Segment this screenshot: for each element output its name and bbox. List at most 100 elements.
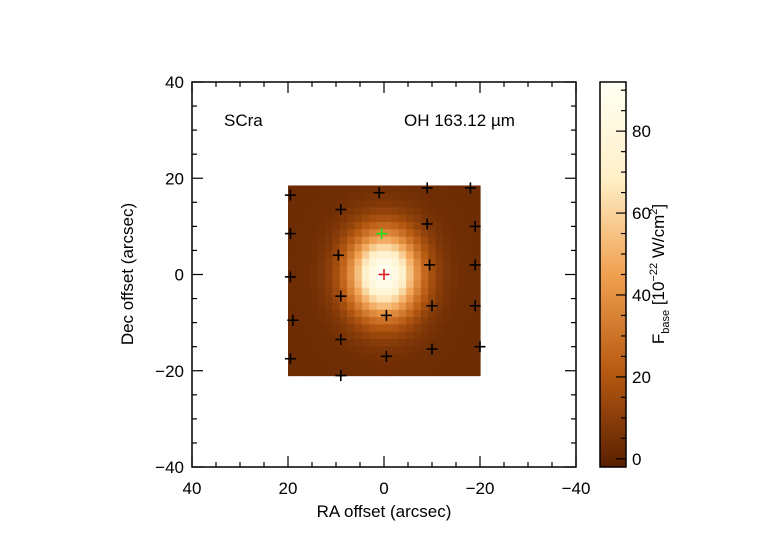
map-pixel [420, 280, 429, 289]
map-pixel [398, 331, 407, 340]
spaxel-marker [421, 218, 433, 230]
map-pixel [332, 360, 341, 369]
map-pixel [450, 192, 459, 201]
map-pixel [457, 295, 466, 304]
map-pixel [310, 207, 319, 216]
map-pixel [450, 273, 459, 282]
map-pixel [339, 222, 348, 230]
map-pixel [347, 229, 356, 238]
map-pixel [406, 295, 415, 304]
map-pixel [420, 236, 429, 245]
map-pixel [354, 302, 363, 311]
map-pixel [391, 309, 400, 318]
map-pixel [339, 295, 348, 304]
map-pixel [324, 280, 333, 289]
map-pixel [413, 287, 422, 296]
map-pixel [339, 229, 348, 238]
map-pixel [295, 324, 304, 333]
map-pixel [391, 346, 400, 355]
map-pixel [465, 346, 474, 355]
map-pixel [398, 265, 407, 274]
map-pixel [391, 368, 400, 377]
map-pixel [347, 236, 356, 245]
map-pixel [354, 295, 363, 304]
map-pixel [310, 222, 319, 230]
map-pixel [310, 265, 319, 274]
map-pixel [339, 265, 348, 274]
map-pixel [406, 353, 415, 362]
map-pixel [376, 360, 385, 369]
map-pixel [361, 236, 370, 245]
map-pixel [332, 287, 341, 296]
map-pixel [302, 258, 311, 267]
map-pixel [361, 331, 370, 340]
map-pixel [295, 207, 304, 216]
map-pixel [457, 280, 466, 289]
map-pixel [391, 258, 400, 267]
map-pixel [347, 192, 356, 201]
map-pixel [472, 251, 481, 260]
map-pixel [302, 346, 311, 355]
map-pixel [317, 324, 326, 333]
map-pixel [376, 317, 385, 325]
map-pixel [428, 317, 437, 325]
spaxel-marker [287, 314, 299, 326]
map-pixel [369, 185, 378, 194]
map-pixel [339, 287, 348, 296]
map-pixel [391, 185, 400, 194]
map-pixel [450, 243, 459, 252]
colorbar-label: Fbase [10−22 W/cm2] [648, 204, 672, 344]
map-pixel [413, 222, 422, 230]
map-pixel [406, 192, 415, 201]
map-pixel [398, 287, 407, 296]
map-pixel [317, 368, 326, 377]
map-pixel [295, 287, 304, 296]
map-pixel [391, 200, 400, 208]
map-pixel [443, 287, 452, 296]
map-pixel [457, 185, 466, 194]
map-pixel [443, 273, 452, 282]
map-pixel [420, 331, 429, 340]
spaxel-marker [469, 220, 481, 232]
map-pixel [302, 295, 311, 304]
map-pixel [465, 287, 474, 296]
map-pixel [347, 251, 356, 260]
map-pixel [398, 317, 407, 325]
map-pixel [384, 222, 392, 230]
map-pixel [332, 192, 341, 201]
map-pixel [310, 368, 319, 377]
map-pixel [317, 295, 326, 304]
map-pixel [339, 200, 348, 208]
map-pixel [361, 302, 370, 311]
map-pixel [347, 214, 356, 223]
map-pixel [450, 331, 459, 340]
map-pixel [472, 324, 481, 333]
map-pixel [391, 273, 400, 282]
map-pixel [420, 309, 429, 318]
map-pixel [376, 258, 385, 267]
map-pixel [465, 258, 474, 267]
map-pixel [465, 236, 474, 245]
map-pixel [295, 346, 304, 355]
map-pixel [324, 229, 333, 238]
map-pixel [384, 353, 392, 362]
axis-ticks [191, 81, 577, 468]
map-pixel [457, 346, 466, 355]
map-pixel [457, 273, 466, 282]
map-pixel [472, 229, 481, 238]
map-pixel [443, 185, 452, 194]
map-pixel [302, 214, 311, 223]
map-pixel [324, 214, 333, 223]
map-pixel [450, 324, 459, 333]
map-pixel [406, 360, 415, 369]
map-pixel [295, 214, 304, 223]
map-pixel [369, 346, 378, 355]
map-pixel [406, 324, 415, 333]
map-pixel [406, 368, 415, 377]
map-pixel [302, 192, 311, 201]
map-pixel [324, 192, 333, 201]
map-pixel [465, 324, 474, 333]
map-pixel [391, 353, 400, 362]
map-pixel [428, 368, 437, 377]
map-pixel [420, 207, 429, 216]
